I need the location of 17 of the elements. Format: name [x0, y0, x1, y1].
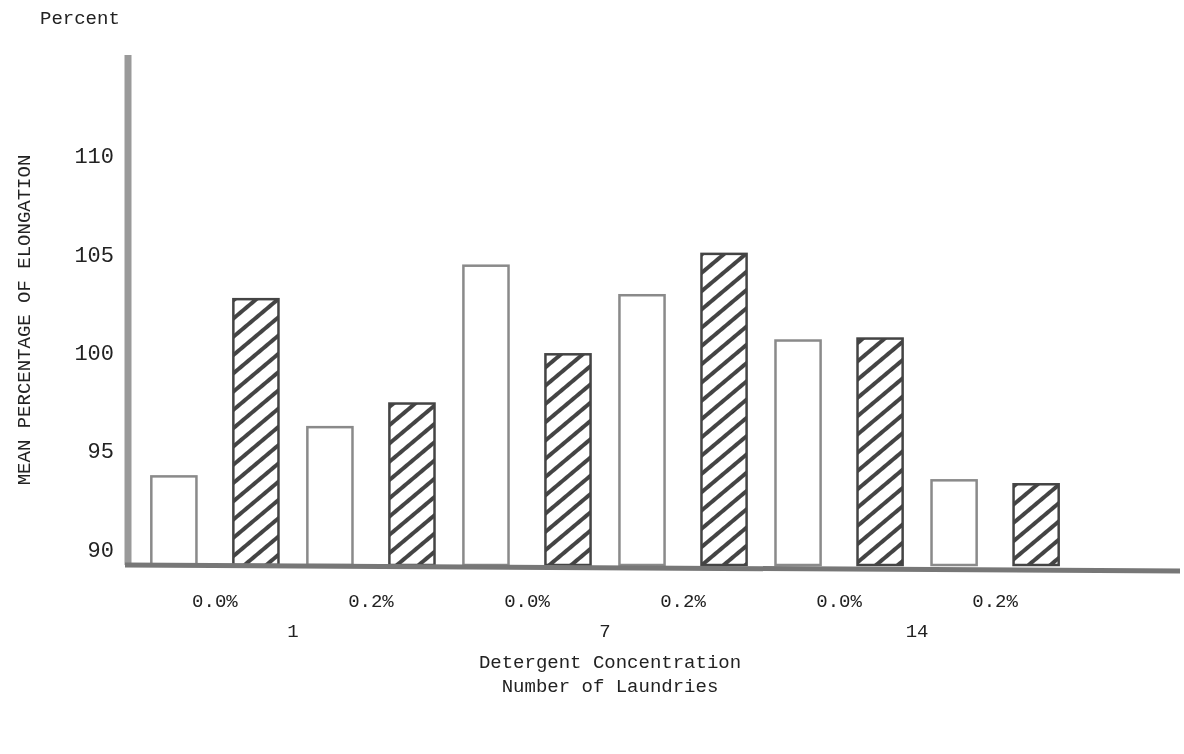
- y-tick-label: 100: [74, 342, 114, 368]
- y-tick-label: 110: [74, 145, 114, 171]
- y-tick-label: 90: [87, 538, 114, 564]
- text: Percent: [40, 8, 120, 30]
- x-tick-label: 0.0%: [192, 591, 239, 613]
- x-tick-label: 0.2%: [348, 591, 395, 613]
- text: 1: [287, 621, 299, 643]
- x-tick-label: 0.0%: [816, 591, 863, 613]
- x-axis-title: Detergent Concentration Number of Laundries: [478, 652, 742, 698]
- text: 7: [599, 621, 611, 643]
- text: 14: [905, 621, 929, 643]
- y-tick-label: 95: [87, 440, 114, 466]
- x-tick-label: 0.0%: [504, 591, 551, 613]
- y-axis-title: MEAN PERCENTAGE OF ELONGATION: [14, 154, 36, 486]
- y-tick-label: 105: [74, 243, 114, 269]
- x-tick-label: 0.2%: [660, 591, 707, 613]
- x-tick-label: 0.2%: [972, 591, 1019, 613]
